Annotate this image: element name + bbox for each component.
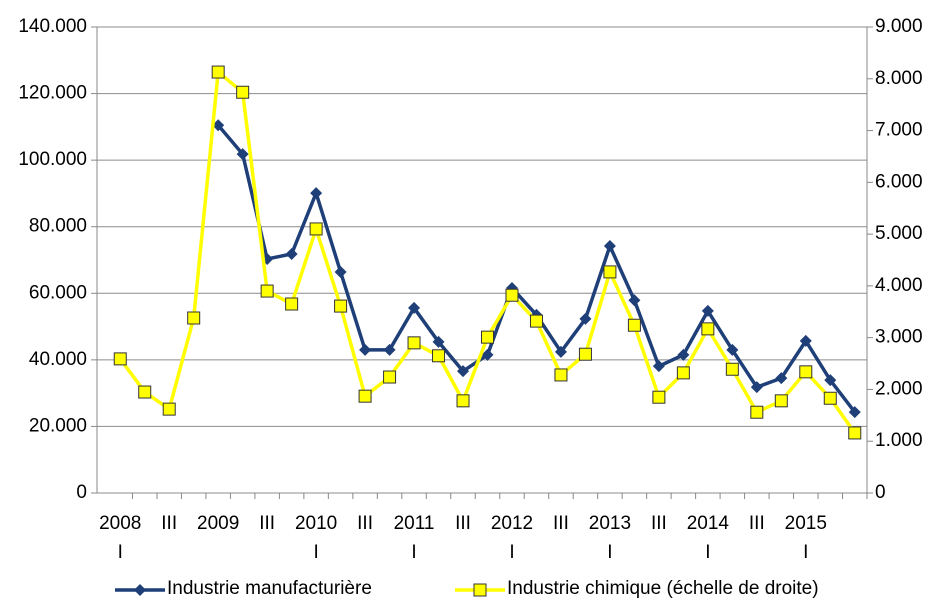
data-point: [407, 336, 421, 350]
data-point: [529, 314, 543, 328]
data-point: [774, 394, 788, 408]
legend-label: Industrie chimique (échelle de droite): [507, 578, 819, 599]
legend-label: Industrie manufacturière: [167, 578, 372, 599]
x-tick-label: 2008 I: [99, 513, 142, 563]
data-point: [848, 426, 862, 440]
data-point: [603, 240, 616, 253]
data-point: [578, 347, 592, 361]
data-point: [505, 288, 519, 302]
data-point: [457, 365, 470, 378]
y2-tick-label: 4.000: [875, 275, 923, 296]
data-point: [750, 381, 763, 394]
data-point: [211, 65, 225, 79]
y2-tick-label: 0: [875, 482, 886, 503]
x-tick-label: III: [455, 513, 471, 534]
data-point: [260, 284, 274, 298]
data-point: [456, 394, 470, 408]
data-point: [383, 370, 397, 384]
data-point: [824, 374, 837, 387]
x-tick-label: 2010 I: [294, 513, 338, 563]
data-point: [677, 348, 690, 361]
y-tick-label: 20.000: [29, 415, 87, 436]
data-point: [628, 294, 641, 307]
data-point: [408, 301, 421, 314]
data-point: [554, 345, 567, 358]
x-tick-label: 2015 I: [784, 513, 827, 563]
data-point: [113, 352, 127, 366]
data-point: [310, 187, 323, 200]
data-point: [627, 318, 641, 332]
y2-tick-label: 6.000: [875, 171, 923, 192]
data-point: [187, 311, 201, 325]
y-tick-label: 80.000: [29, 216, 87, 237]
data-point: [750, 405, 764, 419]
y-tick-label: 100.000: [18, 149, 87, 170]
x-tick-label: III: [259, 513, 276, 534]
data-point: [285, 297, 299, 311]
x-tick-label: 2012 I: [490, 513, 534, 563]
data-point: [799, 334, 812, 347]
data-point: [236, 85, 250, 99]
y-tick-label: 40.000: [29, 349, 87, 370]
x-tick-label: III: [748, 513, 765, 534]
data-point: [603, 265, 617, 279]
y2-tick-label: 2.000: [875, 378, 923, 399]
data-point: [823, 391, 837, 405]
x-tick-label: 2014 I: [686, 513, 729, 563]
x-tick-label: III: [161, 513, 178, 534]
data-point: [432, 349, 446, 363]
data-point: [432, 335, 445, 348]
data-point: [236, 148, 249, 161]
data-point: [138, 385, 152, 399]
x-tick-label: III: [553, 513, 569, 534]
y2-tick-label: 8.000: [875, 68, 923, 89]
x-tick-label: 2013 I: [588, 513, 632, 563]
data-point: [359, 343, 372, 356]
series-line: [216, 124, 857, 414]
x-tick-label: III: [357, 513, 373, 534]
legend-marker: [134, 584, 146, 596]
data-point: [725, 362, 739, 376]
data-point: [358, 389, 372, 403]
data-point: [383, 343, 396, 356]
data-point: [652, 360, 665, 373]
data-point: [481, 330, 494, 344]
x-tick-label: 2009: [197, 513, 240, 534]
data-point: [701, 304, 714, 317]
data-point: [212, 119, 225, 132]
x-tick-label: 2011 I: [393, 513, 435, 563]
x-tick-label: III: [650, 513, 667, 534]
data-point: [579, 312, 592, 325]
data-point: [848, 406, 861, 419]
y2-tick-label: 9.000: [875, 16, 923, 37]
data-point: [775, 372, 788, 385]
data-point: [701, 322, 715, 336]
y2-tick-label: 5.000: [875, 223, 923, 244]
y-tick-label: 120.000: [18, 83, 87, 104]
data-point: [481, 348, 494, 361]
data-point: [162, 402, 176, 416]
data-point: [334, 299, 348, 313]
data-point: [652, 390, 666, 404]
y-tick-label: 140.000: [18, 16, 87, 37]
y-tick-label: 0: [76, 482, 87, 503]
y2-tick-label: 3.000: [875, 327, 923, 348]
data-point: [285, 248, 298, 261]
y-tick-label: 60.000: [29, 282, 87, 303]
data-point: [334, 265, 347, 278]
data-point: [309, 222, 323, 236]
data-point: [799, 365, 813, 379]
y2-tick-label: 1.000: [875, 430, 923, 451]
series-line: [118, 68, 857, 434]
data-point: [726, 343, 739, 356]
data-point: [676, 366, 690, 380]
legend-marker: [473, 583, 487, 597]
y2-tick-label: 7.000: [875, 120, 923, 141]
data-point: [554, 368, 568, 382]
